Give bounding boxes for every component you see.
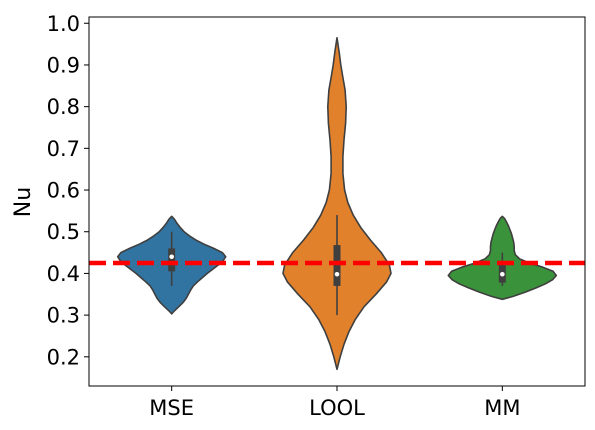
violin-median-dot — [169, 254, 174, 260]
y-tick-label: 0.4 — [47, 262, 80, 286]
violin-iqr-box — [168, 248, 176, 272]
x-tick-label: LOOL — [309, 396, 365, 420]
y-tick-label: 0.7 — [47, 137, 80, 161]
violin-body — [282, 37, 392, 371]
y-tick-label: 0.8 — [47, 95, 80, 119]
y-axis-label: Nu — [11, 187, 36, 217]
x-axis: MSE LOOL MM — [149, 386, 520, 420]
violin-median-dot — [500, 271, 505, 277]
y-tick-label: 0.5 — [47, 220, 80, 244]
x-tick-label: MSE — [149, 396, 194, 420]
violin-lool — [282, 37, 392, 371]
y-tick-label: 0.9 — [47, 53, 80, 77]
violin-median-dot — [334, 271, 340, 277]
y-axis: 0.2 0.3 0.4 0.5 0.6 0.7 0.8 0.9 1.0 — [47, 12, 89, 369]
y-tick-label: 0.3 — [47, 304, 80, 328]
y-tick-label: 1.0 — [47, 12, 80, 36]
violin-mm — [447, 215, 558, 301]
x-tick-label: MM — [484, 396, 520, 420]
violin-layer — [116, 37, 558, 371]
y-tick-label: 0.6 — [47, 179, 80, 203]
y-tick-label: 0.2 — [47, 345, 80, 369]
violin-iqr-box — [333, 245, 341, 286]
